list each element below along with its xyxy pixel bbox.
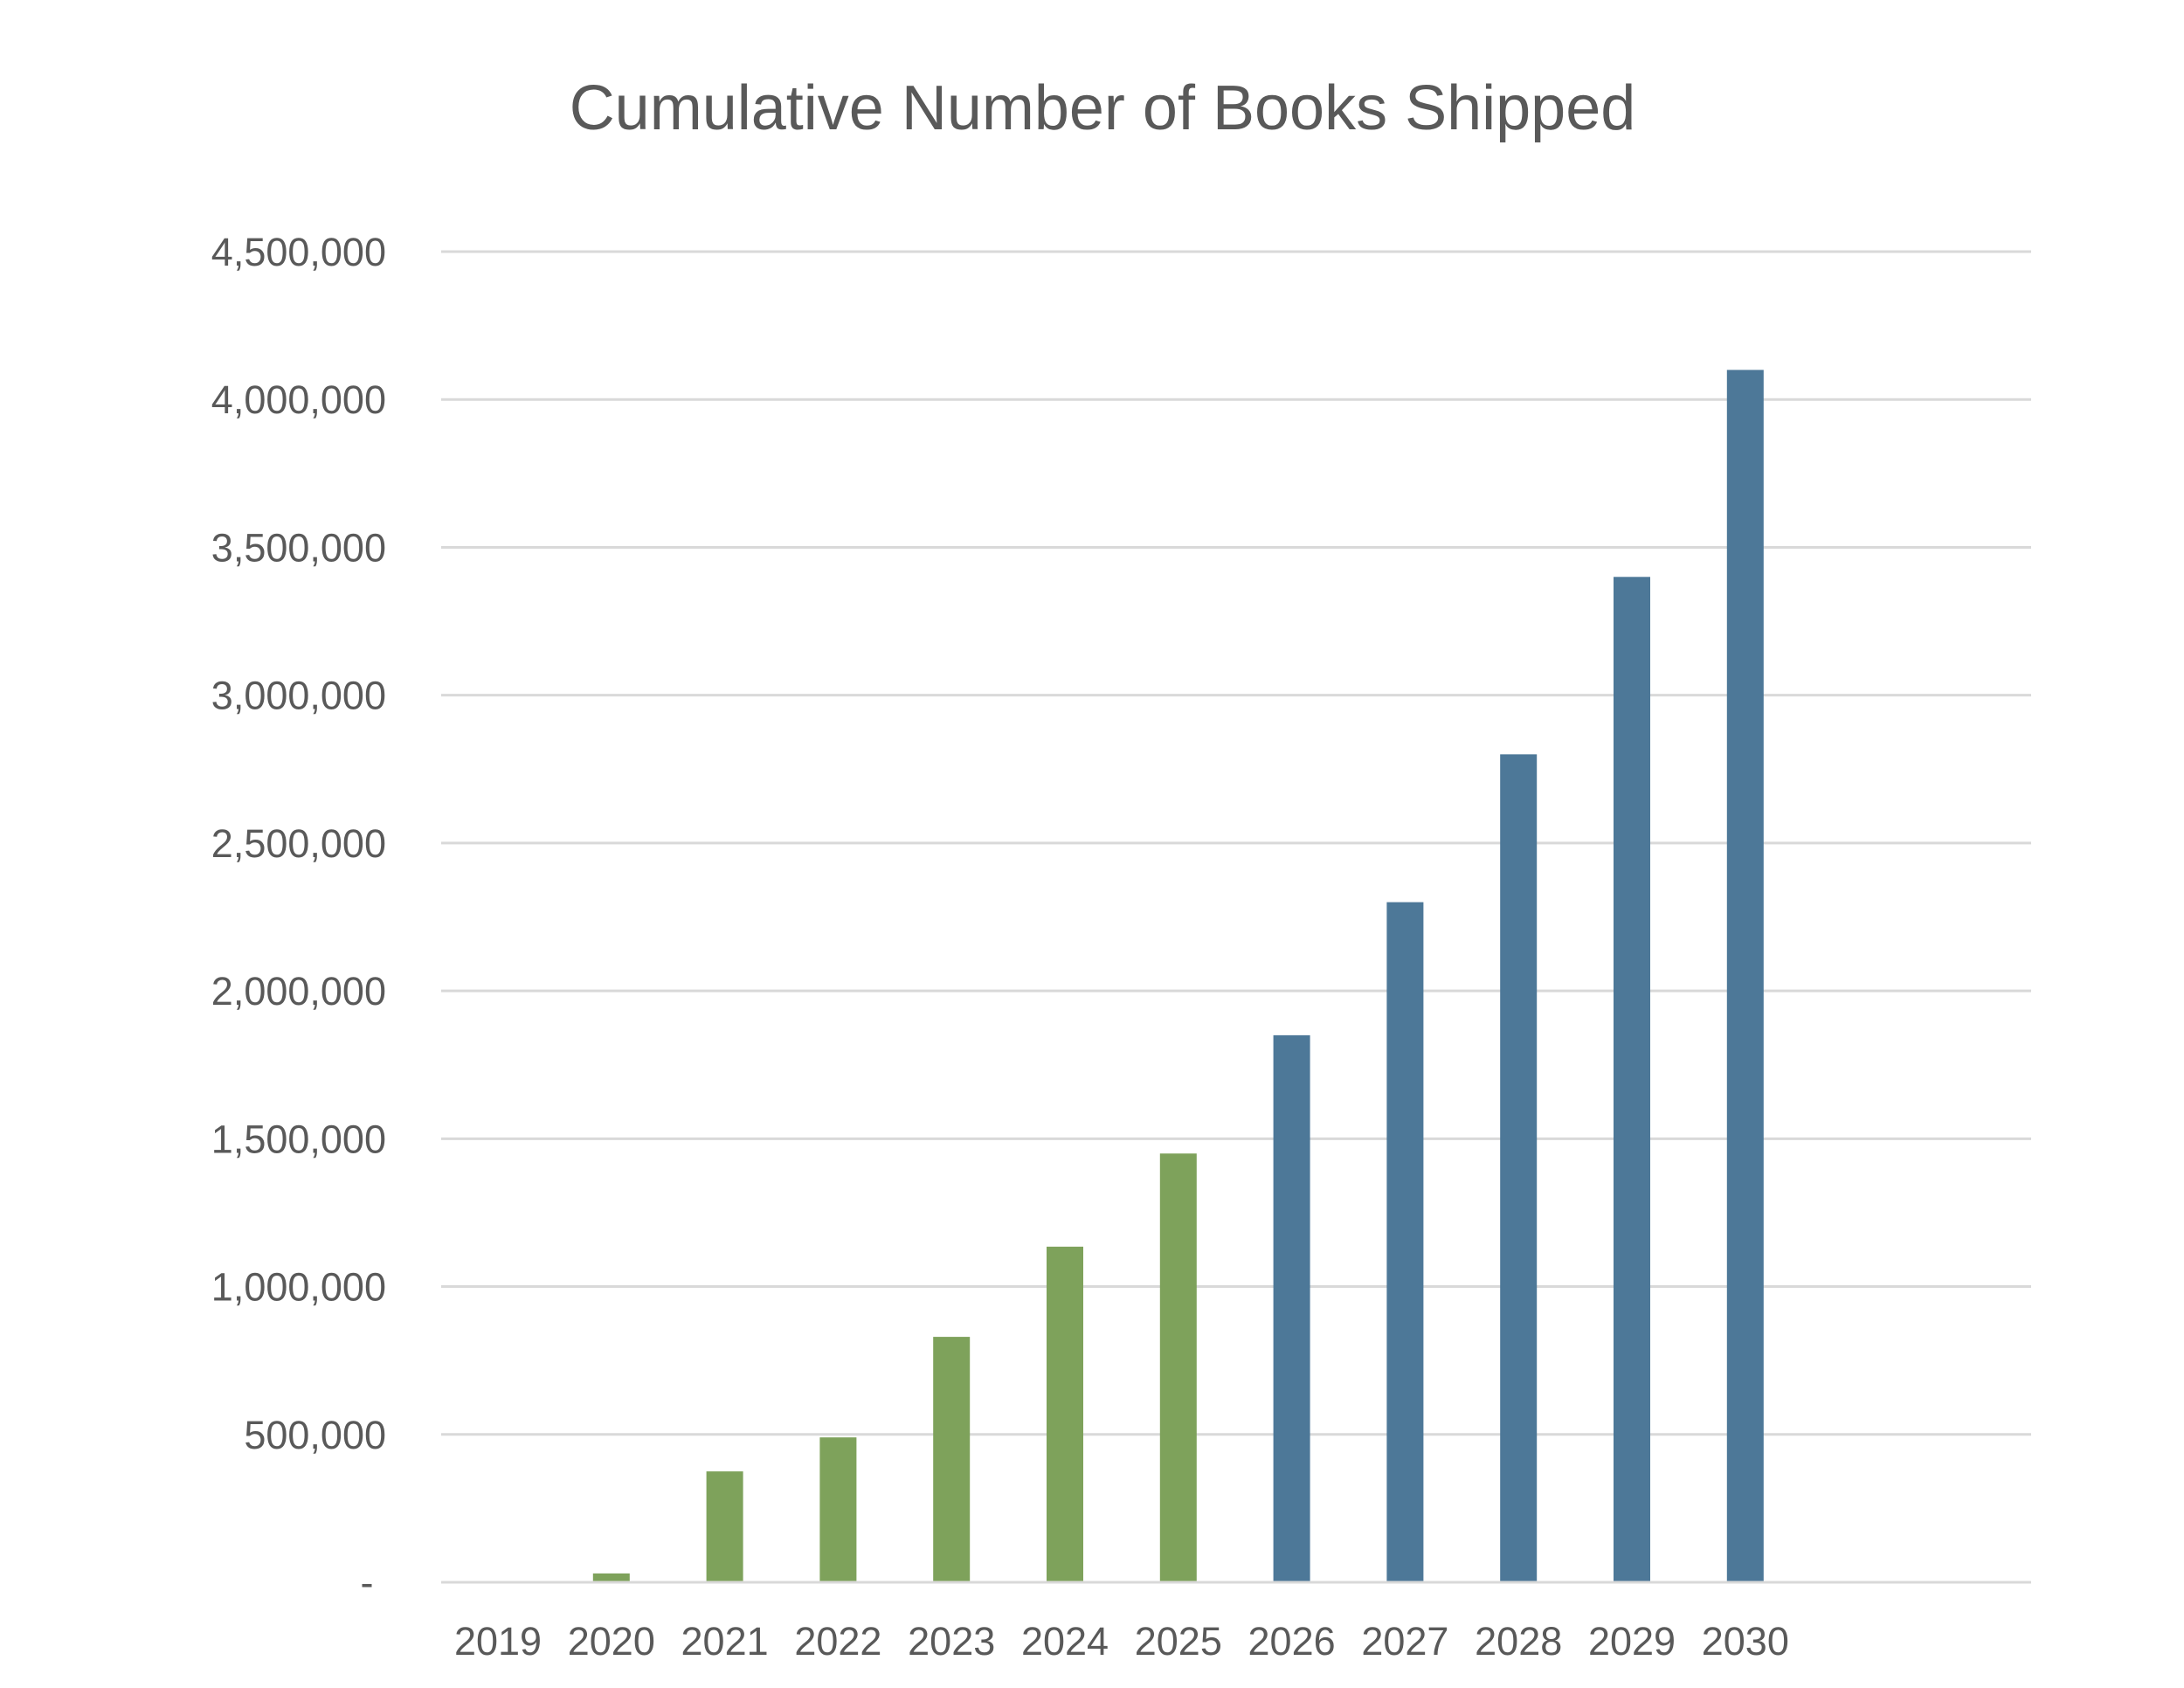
x-tick-label: 2024 [1021,1619,1109,1664]
x-tick-label: 2030 [1702,1619,1789,1664]
y-axis-tick-labels: - 500,000 1,000,000 1,500,000 2,000,000 2,500… [211,230,386,1605]
x-tick-label: 2019 [454,1619,542,1664]
x-tick-label: 2026 [1248,1619,1336,1664]
bar-2030 [1726,370,1764,1582]
bars [592,370,1764,1583]
bar-2025 [1159,1153,1197,1582]
bar-2026 [1273,1034,1310,1582]
x-tick-label: 2020 [568,1619,655,1664]
bar-2022 [819,1437,857,1582]
bar-2027 [1386,902,1424,1582]
y-tick-label: 2,000,000 [211,969,386,1013]
chart-title: Cumulative Number of Books Shipped [570,73,1636,143]
y-tick-label: 2,500,000 [211,821,386,866]
x-tick-label: 2023 [908,1619,995,1664]
x-tick-label: 2025 [1135,1619,1222,1664]
bar-2020 [592,1573,630,1582]
bar-2028 [1500,754,1538,1582]
x-tick-label: 2027 [1361,1619,1448,1664]
y-tick-label: 3,000,000 [211,674,386,718]
y-tick-label: 4,000,000 [211,377,386,422]
x-tick-label: 2028 [1475,1619,1562,1664]
y-tick-label: 1,500,000 [211,1117,386,1161]
y-tick-label: - [361,1560,374,1605]
x-tick-label: 2022 [794,1619,881,1664]
bar-2024 [1047,1246,1083,1582]
bar-2023 [933,1337,971,1582]
gridlines [441,250,2031,1436]
bar-2021 [706,1471,743,1582]
y-tick-label: 3,500,000 [211,525,386,570]
y-tick-label: 4,500,000 [211,230,386,274]
y-tick-label: 1,000,000 [211,1265,386,1310]
x-tick-label: 2021 [681,1619,769,1664]
x-axis-tick-labels: 2019 2020 2021 2022 2023 2024 2025 2026 2027 2028… [454,1619,1789,1664]
bar-2029 [1614,577,1650,1583]
x-tick-label: 2029 [1588,1619,1676,1664]
y-tick-label: 500,000 [244,1413,386,1457]
